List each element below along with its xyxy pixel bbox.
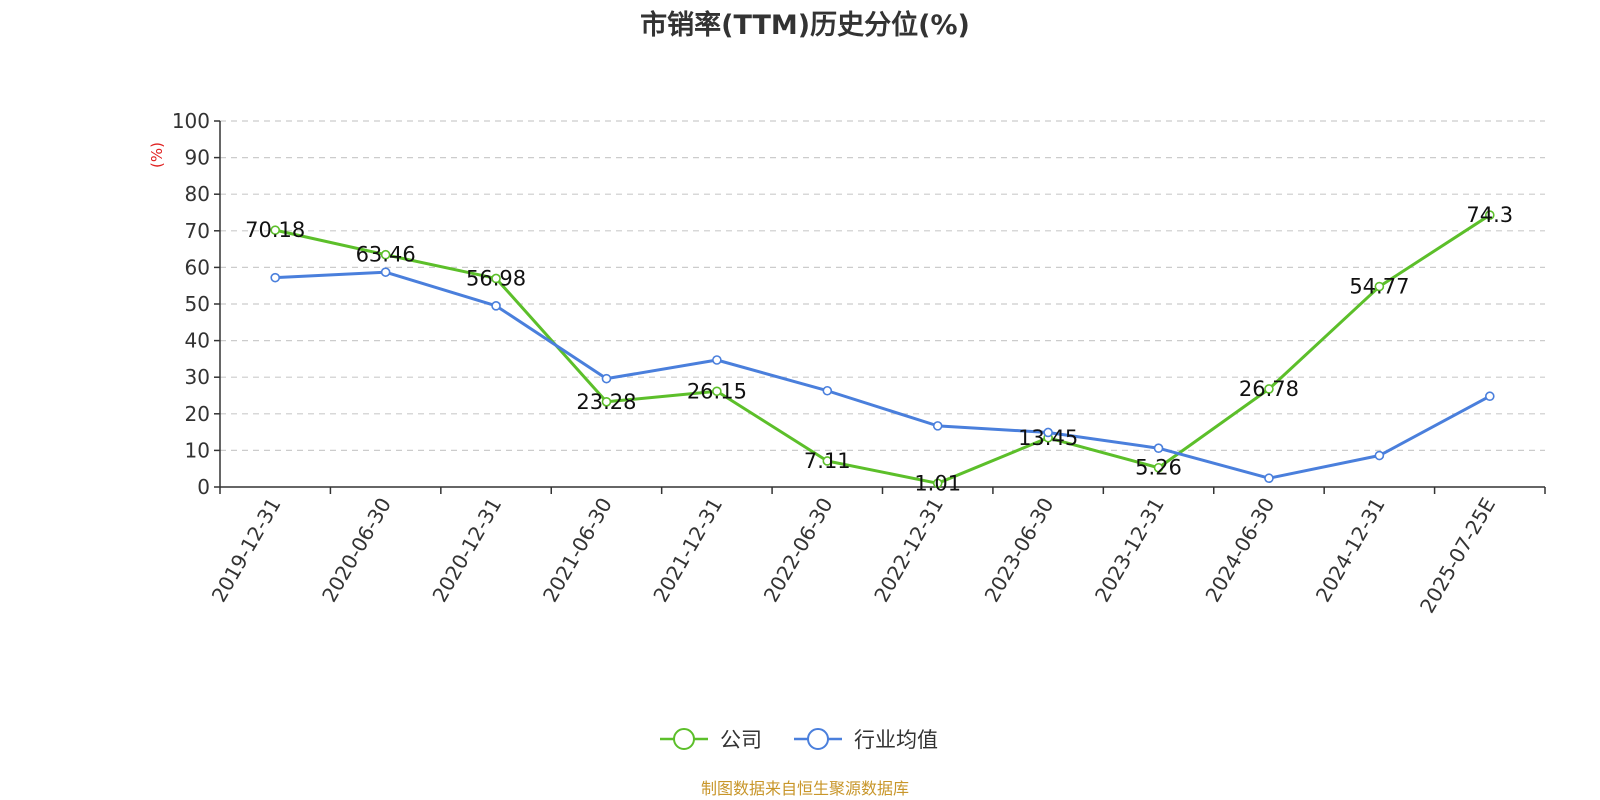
y-tick-label: 100 (172, 109, 210, 133)
x-tick-label: 2023-12-31 (1090, 494, 1169, 607)
x-tick-label: 2021-06-30 (538, 494, 617, 607)
y-tick-label: 80 (185, 182, 210, 206)
data-label: 56.98 (466, 266, 526, 290)
x-tick-label: 2022-06-30 (759, 494, 838, 607)
y-tick-label: 20 (185, 402, 210, 426)
data-label: 23.28 (576, 390, 636, 414)
y-tick-label: 50 (185, 292, 210, 316)
data-label: 26.78 (1239, 377, 1299, 401)
data-point[interactable] (1264, 473, 1274, 484)
x-tick-label: 2020-12-31 (427, 493, 506, 606)
series-line-1 (275, 270, 1491, 480)
data-label: 54.77 (1349, 275, 1409, 299)
legend-item-1[interactable]: 行业均值 (794, 728, 938, 752)
chart-title: 市销率(TTM)历史分位(%) (640, 9, 970, 41)
x-tick-label: 2024-06-30 (1200, 494, 1279, 607)
data-point[interactable] (712, 355, 722, 365)
data-label: 7.11 (804, 449, 851, 473)
legend-marker (807, 728, 829, 750)
x-tick-label: 2022-12-31 (869, 493, 948, 606)
data-label: 63.46 (356, 243, 416, 267)
data-point[interactable] (1484, 391, 1495, 402)
data-point[interactable] (1153, 462, 1164, 473)
data-point[interactable] (1374, 281, 1385, 292)
data-labels: 70.18 63.46 56.98 23.28 26.15 7.11 1.01 13.45 5.… (245, 203, 1513, 495)
data-label: 1.01 (914, 471, 961, 495)
legend-item-0[interactable]: 公司 (660, 728, 762, 752)
axes: 0 10 20 30 40 50 60 70 80 90 100 2019-12-31 2020-06-… (172, 109, 1546, 618)
data-point[interactable] (270, 225, 281, 235)
data-point[interactable] (601, 373, 612, 384)
y-tick-label: 10 (185, 438, 210, 462)
legend-label: 公司 (720, 728, 762, 752)
x-tick-label: 2025-07-25E (1415, 494, 1500, 618)
y-tick-label: 0 (197, 475, 210, 499)
data-point[interactable] (822, 385, 833, 396)
data-point[interactable] (491, 273, 501, 284)
x-tick-label: 2024-12-31 (1311, 494, 1390, 607)
legend-marker (673, 728, 695, 750)
data-label: 74.3 (1466, 203, 1513, 227)
data-label: 26.15 (687, 379, 747, 403)
source-note: 制图数据来自恒生聚源数据库 (701, 779, 909, 798)
data-point[interactable] (1264, 384, 1274, 394)
y-tick-label: 90 (185, 146, 210, 170)
y-tick-label: 60 (185, 255, 210, 279)
data-point[interactable] (932, 478, 943, 489)
grid-lines (220, 120, 1545, 451)
x-tick-label: 2019-12-31 (207, 494, 286, 607)
data-point[interactable] (1374, 450, 1385, 461)
data-label: 5.26 (1135, 456, 1182, 480)
data-point[interactable] (601, 396, 612, 407)
data-point[interactable] (380, 249, 391, 260)
y-tick-label: 30 (185, 365, 210, 389)
data-label: 70.18 (245, 218, 305, 242)
x-tick-label: 2020-06-30 (317, 494, 396, 607)
y-tick-label: 40 (185, 329, 210, 353)
y-axis-label: (%) (148, 142, 166, 168)
data-point[interactable] (932, 421, 943, 431)
series-line-0 (274, 213, 1491, 485)
data-point[interactable] (380, 267, 391, 277)
x-tick-label: 2023-06-30 (980, 494, 1059, 607)
data-label: 13.45 (1018, 426, 1078, 450)
data-point[interactable] (712, 386, 722, 397)
x-tick-label: 2021-12-31 (648, 494, 727, 607)
data-point[interactable] (822, 456, 833, 466)
legend-label: 行业均值 (854, 728, 938, 752)
series-lines (270, 210, 1495, 489)
y-tick-label: 70 (185, 219, 210, 243)
data-point[interactable] (270, 272, 281, 283)
data-point[interactable] (1153, 443, 1164, 454)
data-point[interactable] (1484, 210, 1495, 220)
legend[interactable]: 公司 行业均值 (660, 728, 938, 752)
data-point[interactable] (1043, 427, 1053, 438)
data-point[interactable] (491, 301, 501, 311)
